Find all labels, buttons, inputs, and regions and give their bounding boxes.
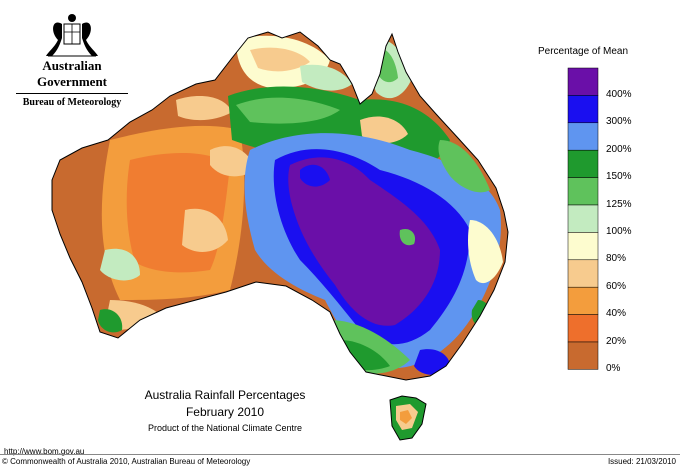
- legend-swatch-8: [567, 286, 599, 315]
- legend-label-5: 100%: [606, 226, 632, 237]
- legend-swatch-6: [567, 232, 599, 261]
- legend-swatches: [567, 67, 599, 370]
- footer-divider: [0, 454, 680, 455]
- legend-label-10: 0%: [606, 363, 621, 374]
- legend-label-3: 150%: [606, 171, 632, 183]
- legend-label-6: 80%: [606, 253, 627, 265]
- map-product: Product of the National Climate Centre: [147, 423, 303, 433]
- legend-swatch-4: [567, 177, 599, 206]
- legend-swatch-1: [567, 95, 599, 124]
- legend-label-9: 20%: [606, 335, 627, 347]
- legend-swatch-10: [567, 341, 599, 370]
- coastline: [51, 31, 509, 381]
- legend-label-0: 400%: [606, 89, 632, 100]
- map-title: Australia Rainfall Percentages: [144, 388, 306, 402]
- copyright-notice: © Commonwealth of Australia 2010, Austra…: [2, 457, 251, 466]
- coat-of-arms-icon: [46, 14, 98, 57]
- map-title-block: Australia Rainfall Percentages February …: [120, 388, 330, 433]
- legend-label-7: 60%: [606, 280, 627, 292]
- legend-label-1: 300%: [606, 116, 632, 128]
- legend-label-4: 125%: [606, 198, 632, 210]
- agency-logo: Australian Government Bureau of Meteorol…: [8, 10, 136, 108]
- legend-swatch-7: [567, 259, 599, 288]
- tasmania: [389, 395, 427, 441]
- legend-title: Percentage of Mean: [538, 46, 629, 57]
- map-period: February 2010: [185, 405, 265, 419]
- bureau-name: Bureau of Meteorology: [16, 93, 128, 108]
- legend-swatch-3: [567, 149, 599, 178]
- website-link[interactable]: http://www.bom.gov.au: [4, 447, 85, 456]
- legend-label-2: 200%: [606, 143, 632, 155]
- legend-swatch-0: [567, 67, 599, 96]
- government-name: Australian Government: [36, 58, 108, 89]
- legend-swatch-9: [567, 314, 599, 343]
- legend-swatch-2: [567, 122, 599, 151]
- issued-date: Issued: 21/03/2010: [607, 457, 676, 466]
- legend-label-8: 40%: [606, 308, 627, 320]
- legend-swatch-5: [567, 204, 599, 233]
